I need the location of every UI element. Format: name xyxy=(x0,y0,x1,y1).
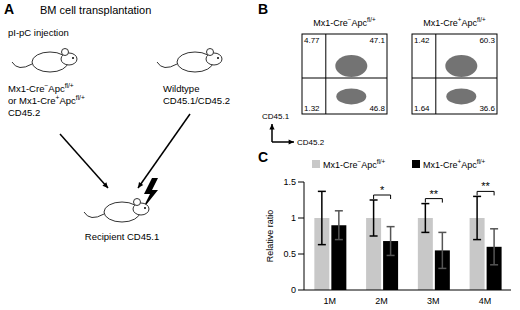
svg-text:1.5: 1.5 xyxy=(283,177,296,187)
svg-text:4M: 4M xyxy=(479,296,492,306)
svg-text:Mx1-Cre+Apcfl/+: Mx1-Cre+Apcfl/+ xyxy=(423,158,486,170)
svg-text:1.32: 1.32 xyxy=(304,104,320,113)
svg-text:B: B xyxy=(258,1,268,17)
svg-text:*: * xyxy=(380,184,385,196)
svg-text:CD45.1: CD45.1 xyxy=(262,112,290,121)
svg-text:60.3: 60.3 xyxy=(479,36,495,45)
svg-text:BM cell transplantation: BM cell transplantation xyxy=(40,4,151,16)
svg-text:or Mx1-Cre+Apcfl/+: or Mx1-Cre+Apcfl/+ xyxy=(8,94,85,106)
svg-text:Mx1-Cre−Apcfl/+: Mx1-Cre−Apcfl/+ xyxy=(323,158,386,170)
svg-text:CD45.1/CD45.2: CD45.1/CD45.2 xyxy=(163,95,230,106)
svg-text:46.8: 46.8 xyxy=(369,104,385,113)
svg-text:2M: 2M xyxy=(375,296,388,306)
svg-text:Mx1-Cre−Apcfl/+: Mx1-Cre−Apcfl/+ xyxy=(313,16,376,28)
svg-text:36.6: 36.6 xyxy=(479,104,495,113)
svg-text:1: 1 xyxy=(291,213,296,223)
svg-text:Mx1-Cre+Apcfl/+: Mx1-Cre+Apcfl/+ xyxy=(423,16,486,28)
svg-text:Relative ratio: Relative ratio xyxy=(265,210,275,263)
svg-text:Recipient CD45.1: Recipient CD45.1 xyxy=(85,231,159,242)
svg-text:CD45.2: CD45.2 xyxy=(8,107,40,118)
svg-text:Mx1-Cre−Apcfl/+: Mx1-Cre−Apcfl/+ xyxy=(8,82,74,94)
svg-text:4.77: 4.77 xyxy=(304,36,320,45)
svg-text:1M: 1M xyxy=(324,296,337,306)
svg-text:pI-pC injection: pI-pC injection xyxy=(8,27,69,38)
svg-text:**: ** xyxy=(430,188,439,200)
svg-text:C: C xyxy=(258,149,268,165)
svg-text:A: A xyxy=(4,1,14,17)
svg-text:1.64: 1.64 xyxy=(414,104,430,113)
svg-text:3M: 3M xyxy=(427,296,440,306)
svg-text:CD45.2: CD45.2 xyxy=(297,138,325,147)
svg-text:Wildtype: Wildtype xyxy=(163,83,199,94)
svg-text:47.1: 47.1 xyxy=(369,36,385,45)
svg-text:0.5: 0.5 xyxy=(283,249,296,259)
svg-text:1.42: 1.42 xyxy=(414,36,430,45)
svg-text:0: 0 xyxy=(291,285,296,295)
svg-text:**: ** xyxy=(481,180,490,192)
